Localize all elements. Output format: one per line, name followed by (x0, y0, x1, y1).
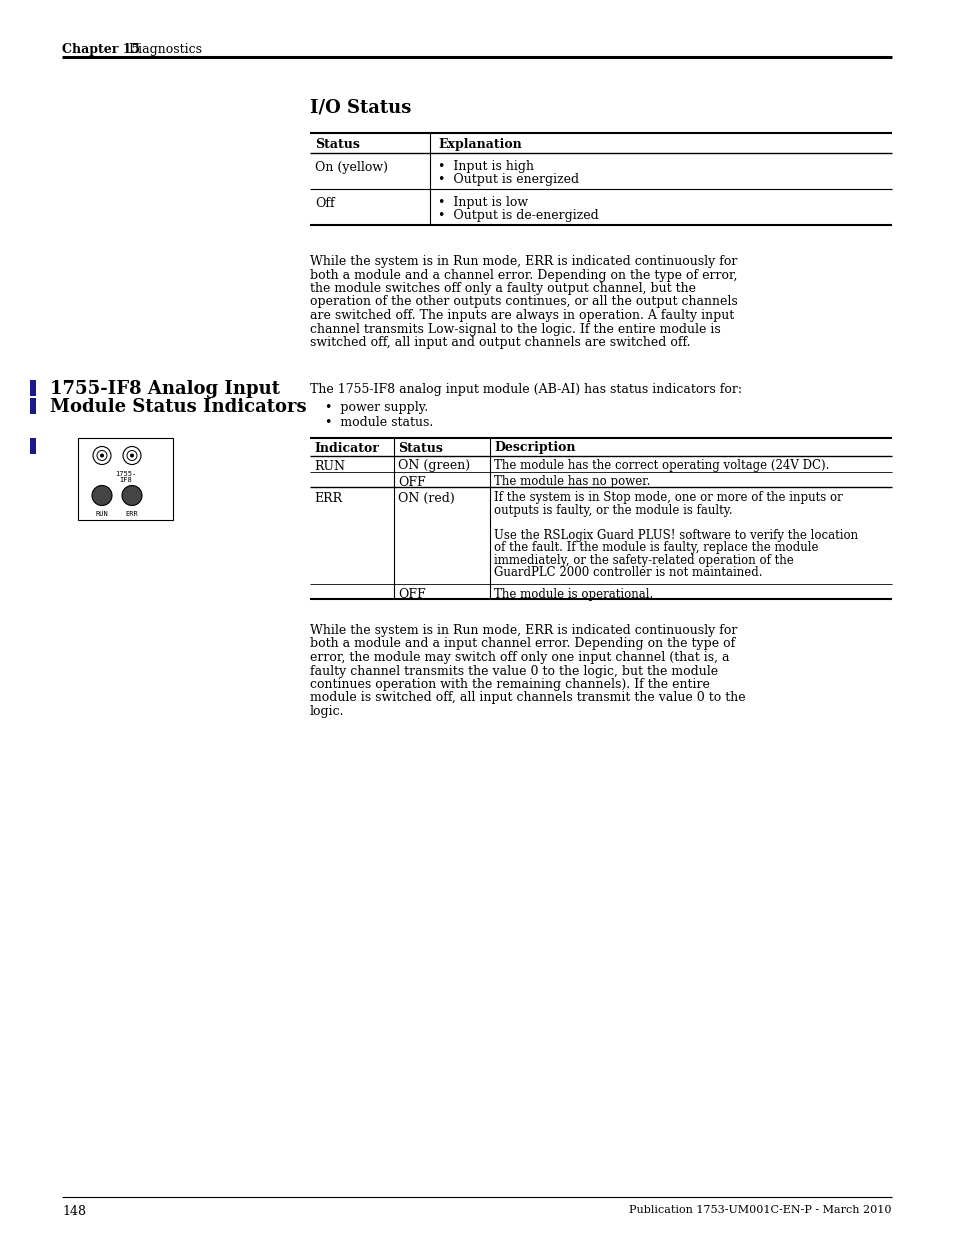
Text: switched off, all input and output channels are switched off.: switched off, all input and output chann… (310, 336, 690, 350)
Text: OFF: OFF (397, 475, 425, 489)
Circle shape (100, 453, 104, 457)
Text: both a module and a channel error. Depending on the type of error,: both a module and a channel error. Depen… (310, 268, 737, 282)
Circle shape (92, 447, 111, 464)
Text: •  Output is energized: • Output is energized (437, 173, 578, 186)
Text: ERR: ERR (314, 492, 342, 505)
Text: Publication 1753-UM001C-EN-P - March 2010: Publication 1753-UM001C-EN-P - March 201… (629, 1205, 891, 1215)
Text: faulty channel transmits the value 0 to the logic, but the module: faulty channel transmits the value 0 to … (310, 664, 718, 678)
Text: On (yellow): On (yellow) (314, 161, 388, 174)
Text: •  module status.: • module status. (325, 415, 433, 429)
Text: logic.: logic. (310, 705, 344, 718)
Text: RUN: RUN (95, 511, 109, 517)
Text: the module switches off only a faulty output channel, but the: the module switches off only a faulty ou… (310, 282, 696, 295)
Text: channel transmits Low-signal to the logic. If the entire module is: channel transmits Low-signal to the logi… (310, 322, 720, 336)
Text: module is switched off, all input channels transmit the value 0 to the: module is switched off, all input channe… (310, 692, 745, 704)
Bar (30, 398, 36, 414)
Text: The module has no power.: The module has no power. (494, 475, 650, 489)
Text: of the fault. If the module is faulty, replace the module: of the fault. If the module is faulty, r… (494, 541, 818, 555)
Circle shape (122, 485, 142, 505)
Circle shape (130, 453, 133, 457)
Text: operation of the other outputs continues, or all the output channels: operation of the other outputs continues… (310, 295, 737, 309)
Text: While the system is in Run mode, ERR is indicated continuously for: While the system is in Run mode, ERR is … (310, 254, 737, 268)
Text: The module has the correct operating voltage (24V DC).: The module has the correct operating vol… (494, 459, 828, 473)
Text: •  power supply.: • power supply. (325, 401, 428, 415)
Text: Explanation: Explanation (437, 138, 521, 151)
Text: Status: Status (314, 138, 359, 151)
Text: Off: Off (314, 198, 335, 210)
Text: RUN: RUN (314, 459, 345, 473)
Text: •  Output is de-energized: • Output is de-energized (437, 209, 598, 222)
Text: continues operation with the remaining channels). If the entire: continues operation with the remaining c… (310, 678, 709, 692)
Text: I/O Status: I/O Status (310, 98, 411, 116)
Text: error, the module may switch off only one input channel (that is, a: error, the module may switch off only on… (310, 651, 729, 664)
Text: If the system is in Stop mode, one or more of the inputs or: If the system is in Stop mode, one or mo… (494, 492, 841, 505)
Text: Use the RSLogix Guard PLUS! software to verify the location: Use the RSLogix Guard PLUS! software to … (494, 529, 858, 542)
Text: Diagnostics: Diagnostics (128, 43, 202, 56)
Text: OFF: OFF (397, 588, 425, 601)
Circle shape (123, 447, 141, 464)
Text: •  Input is high: • Input is high (437, 161, 534, 173)
Bar (30, 437, 36, 453)
Text: 148: 148 (62, 1205, 86, 1218)
Text: are switched off. The inputs are always in operation. A faulty input: are switched off. The inputs are always … (310, 309, 734, 322)
Text: 1755-: 1755- (114, 472, 136, 478)
Text: outputs is faulty, or the module is faulty.: outputs is faulty, or the module is faul… (494, 504, 732, 517)
Bar (30, 379, 36, 395)
Text: Indicator: Indicator (314, 441, 378, 454)
Text: Chapter 15: Chapter 15 (62, 43, 140, 56)
Text: GuardPLC 2000 controller is not maintained.: GuardPLC 2000 controller is not maintain… (494, 567, 761, 579)
Bar (78, 437, 172, 520)
Text: Description: Description (494, 441, 575, 454)
Text: •  Input is low: • Input is low (437, 196, 528, 209)
Circle shape (97, 451, 107, 461)
Text: ON (green): ON (green) (397, 459, 470, 473)
Text: Module Status Indicators: Module Status Indicators (50, 398, 306, 415)
Text: IF8: IF8 (119, 478, 132, 483)
Text: immediately, or the safety-related operation of the: immediately, or the safety-related opera… (494, 555, 793, 567)
Text: The module is operational.: The module is operational. (494, 588, 653, 601)
Text: ON (red): ON (red) (397, 492, 455, 505)
Text: both a module and a input channel error. Depending on the type of: both a module and a input channel error.… (310, 637, 735, 651)
Text: The 1755-IF8 analog input module (AB-AI) has status indicators for:: The 1755-IF8 analog input module (AB-AI)… (310, 384, 741, 396)
Text: While the system is in Run mode, ERR is indicated continuously for: While the system is in Run mode, ERR is … (310, 624, 737, 637)
Circle shape (127, 451, 137, 461)
Text: ERR: ERR (126, 511, 138, 517)
Text: 1755-IF8 Analog Input: 1755-IF8 Analog Input (50, 379, 280, 398)
Text: Status: Status (397, 441, 442, 454)
Circle shape (91, 485, 112, 505)
